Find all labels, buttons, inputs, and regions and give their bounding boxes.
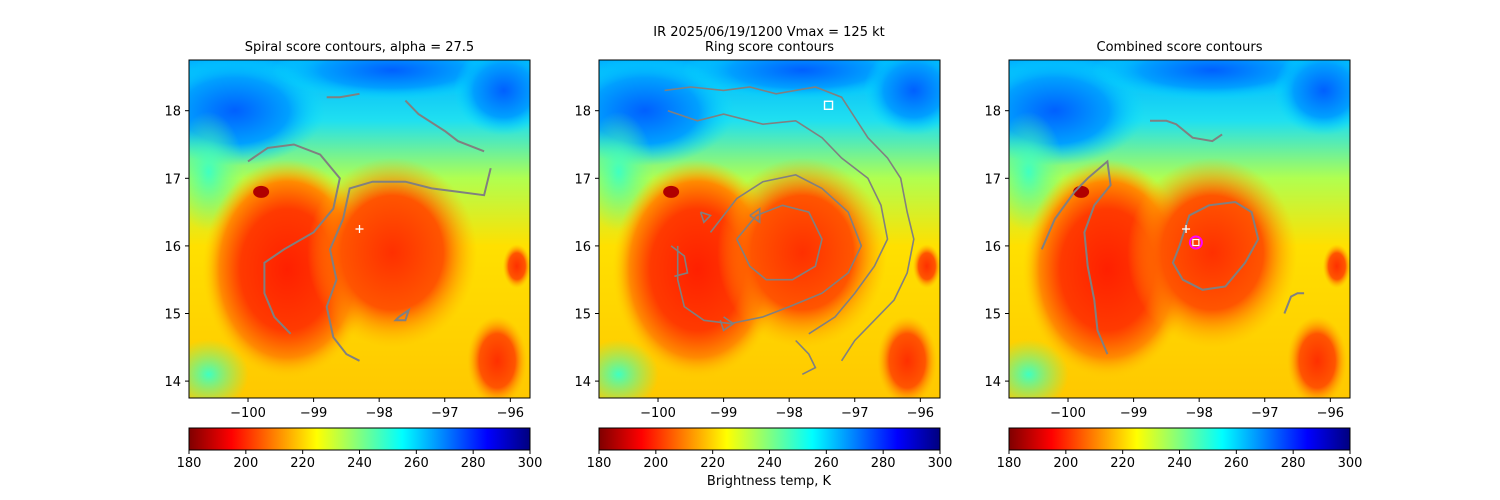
- axes-frame: [188, 59, 531, 399]
- colorbar-tick-label: 180: [997, 456, 1022, 471]
- ir-image: [599, 60, 940, 398]
- center-plus-marker: [355, 225, 364, 233]
- panel-1: Spiral score contours, alpha = 27.5 −100 −…: [164, 40, 543, 471]
- x-tick-label: −99: [300, 406, 327, 421]
- score-contours: [664, 86, 915, 376]
- markers: [1182, 225, 1203, 250]
- panel-title: Spiral score contours, alpha = 27.5: [245, 40, 474, 55]
- ring-square-marker: [823, 100, 834, 110]
- colorbar-tick-label: 260: [1224, 456, 1249, 471]
- x-tick-label: −100: [1050, 406, 1086, 421]
- colorbar-tick-label: 260: [814, 456, 839, 471]
- y-tick-label: 17: [984, 172, 1001, 187]
- axes-frame: [598, 59, 941, 399]
- markers: [355, 225, 364, 233]
- colorbar-tick-label: 300: [928, 456, 953, 471]
- colorbar-tick-label: 280: [871, 456, 896, 471]
- colorbar-tick-label: 300: [518, 456, 543, 471]
- axes-frame: [1008, 59, 1351, 399]
- colorbar-strip: [188, 427, 531, 451]
- colorbar-tick-label: 200: [233, 456, 258, 471]
- panel-3: Combined score contours −100 −99 −98 −97 −96 1…: [984, 40, 1363, 471]
- colorbar-tick-label: 280: [1281, 456, 1306, 471]
- y-tick-label: 15: [984, 308, 1001, 323]
- score-contours: [1040, 119, 1305, 355]
- x-tick-label: −97: [431, 406, 458, 421]
- colorbar-tick-label: 220: [700, 456, 725, 471]
- colorbar-tick-label: 300: [1338, 456, 1363, 471]
- x-tick-label: −100: [230, 406, 266, 421]
- x-tick-label: −96: [907, 406, 934, 421]
- ir-image: [1009, 60, 1350, 398]
- x-tick-label: −98: [365, 406, 392, 421]
- y-tick-label: 18: [164, 105, 181, 120]
- x-tick-label: −97: [1251, 406, 1278, 421]
- y-tick-label: 18: [984, 105, 1001, 120]
- colorbar: 180 200 220 240 260 280 300: [587, 427, 953, 471]
- x-tick-label: −96: [1317, 406, 1344, 421]
- colorbar-tick-label: 280: [461, 456, 486, 471]
- colorbar-tick-label: 220: [290, 456, 315, 471]
- panel-title: Ring score contours: [705, 40, 834, 55]
- y-tick-label: 18: [574, 105, 591, 120]
- markers: [823, 100, 834, 110]
- colorbar-tick-label: 200: [643, 456, 668, 471]
- panel-2: Ring score contours −100 −99 −98 −97 −96 14 15 1…: [574, 40, 953, 471]
- colorbar: 180 200 220 240 260 280 300: [177, 427, 543, 471]
- combined-square-marker: [1192, 238, 1200, 247]
- colorbar-tick-label: 220: [1110, 456, 1135, 471]
- center-plus-marker: [1182, 225, 1191, 233]
- y-tick-label: 16: [164, 240, 181, 255]
- colorbar-tick-label: 240: [347, 456, 372, 471]
- colorbar-tick-label: 240: [757, 456, 782, 471]
- y-tick-label: 15: [164, 308, 181, 323]
- colorbar-tick-label: 200: [1053, 456, 1078, 471]
- x-tick-label: −100: [640, 406, 676, 421]
- y-tick-label: 15: [574, 308, 591, 323]
- colorbar-tick-label: 180: [587, 456, 612, 471]
- x-tick-label: −99: [710, 406, 737, 421]
- colorbar-tick-label: 260: [404, 456, 429, 471]
- figure-title: IR 2025/06/19/1200 Vmax = 125 kt: [653, 25, 884, 40]
- score-contours: [247, 92, 492, 362]
- x-tick-label: −98: [1185, 406, 1212, 421]
- colorbar-strip: [598, 427, 941, 451]
- x-tick-label: −99: [1120, 406, 1147, 421]
- y-tick-label: 14: [164, 375, 181, 390]
- combined-circle-marker: [1188, 235, 1203, 250]
- y-tick-label: 16: [574, 240, 591, 255]
- y-tick-label: 17: [164, 172, 181, 187]
- colorbar-label: Brightness temp, K: [707, 474, 832, 489]
- x-tick-label: −96: [497, 406, 524, 421]
- colorbar-strip: [1008, 427, 1351, 451]
- x-tick-label: −98: [775, 406, 802, 421]
- colorbar: 180 200 220 240 260 280 300: [997, 427, 1363, 471]
- y-tick-label: 14: [984, 375, 1001, 390]
- colorbar-tick-label: 240: [1167, 456, 1192, 471]
- x-tick-label: −97: [841, 406, 868, 421]
- panel-title: Combined score contours: [1097, 40, 1263, 55]
- colorbar-tick-label: 180: [177, 456, 202, 471]
- y-tick-label: 17: [574, 172, 591, 187]
- y-tick-label: 16: [984, 240, 1001, 255]
- y-tick-label: 14: [574, 375, 591, 390]
